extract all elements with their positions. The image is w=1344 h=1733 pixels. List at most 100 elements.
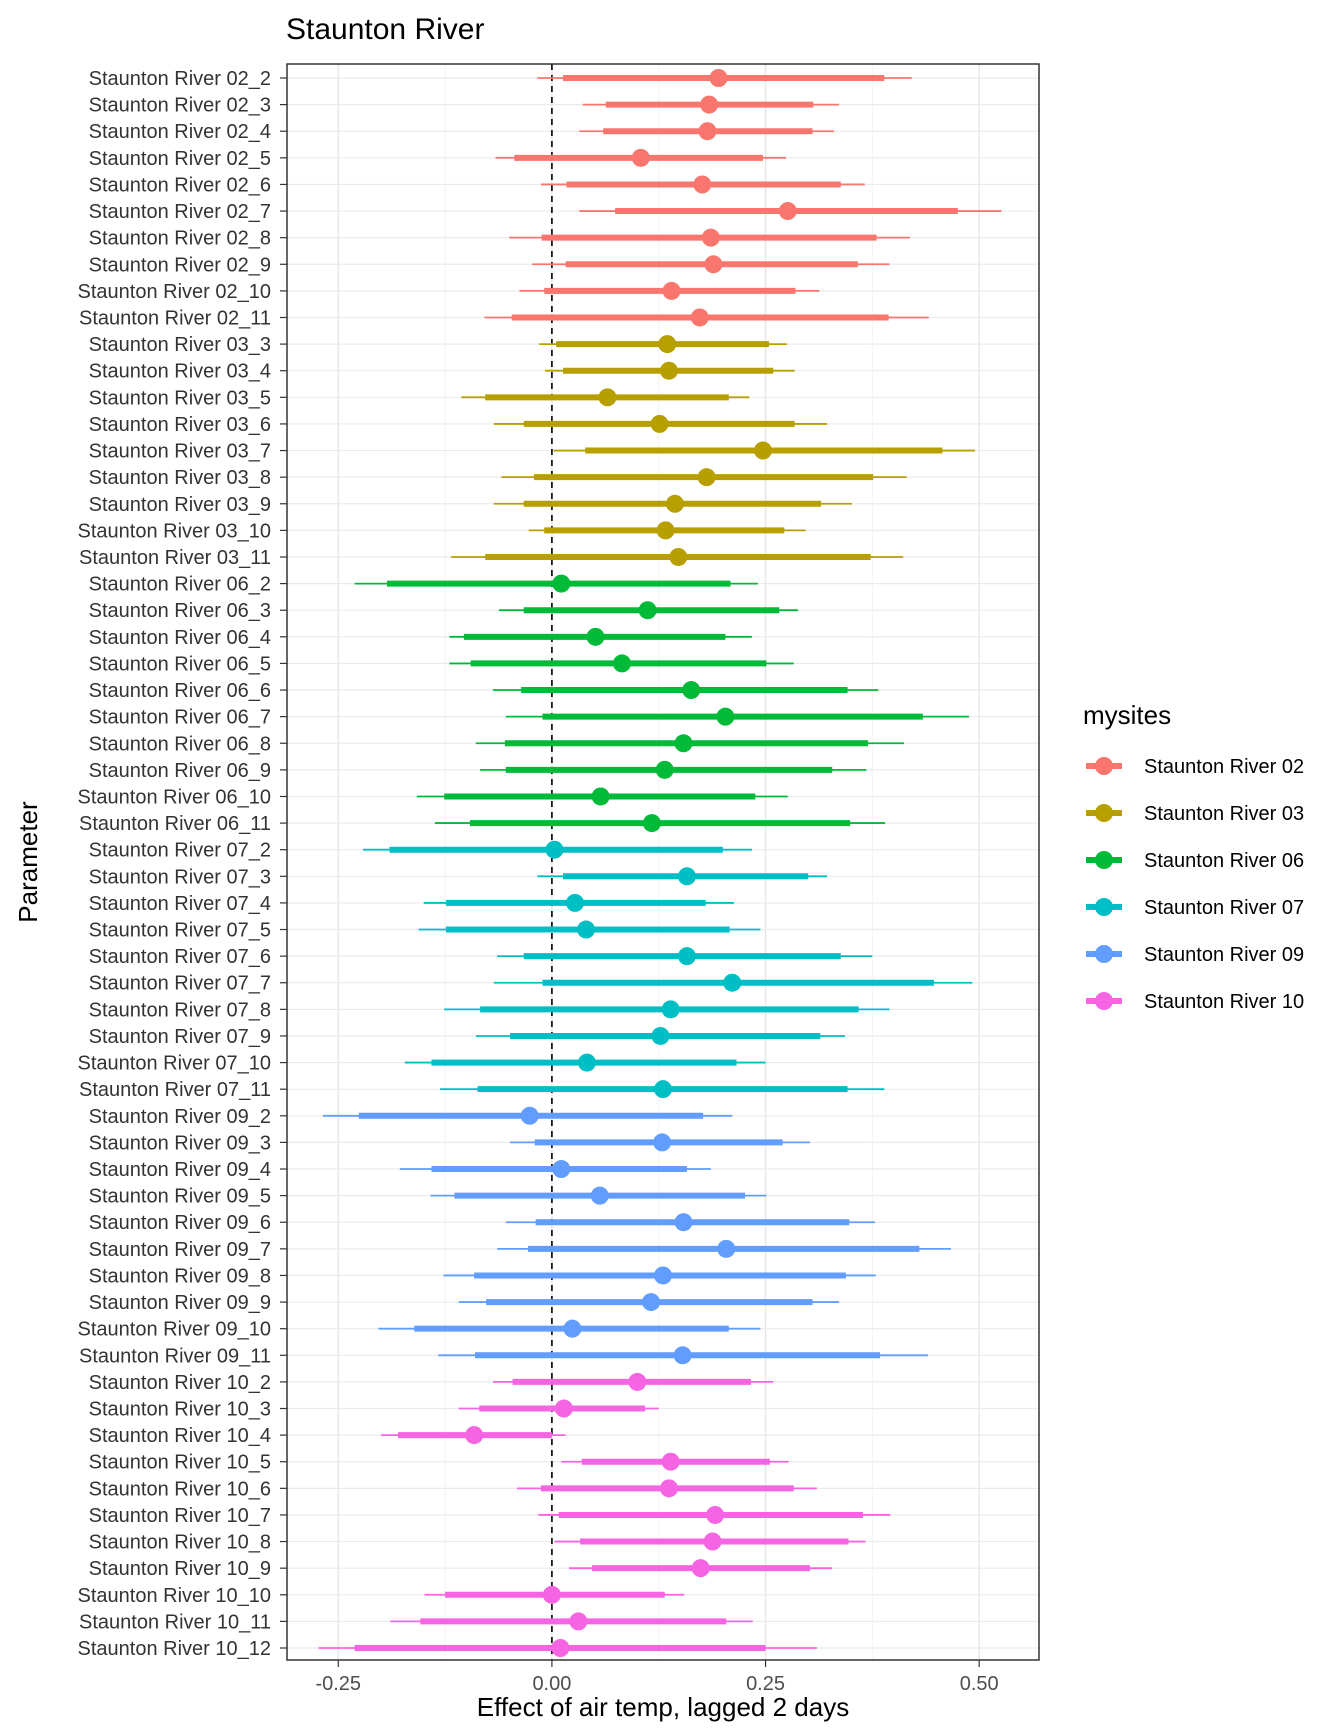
point-estimate (677, 947, 696, 966)
y-tick-label: Staunton River 06_8 (89, 733, 271, 755)
legend-item: Staunton River 06 (1086, 850, 1304, 872)
y-tick-label: Staunton River 10_3 (89, 1399, 271, 1421)
y-tick-label: Staunton River 10_10 (78, 1585, 271, 1607)
y-tick-labels: Staunton River 02_2 Staunton River 02_3 St… (78, 68, 287, 1660)
point-estimate (674, 734, 693, 753)
row-staunton-river-09_2 (322, 1106, 733, 1125)
y-tick-label: Staunton River 03_5 (89, 387, 271, 409)
row-staunton-river-10_8 (554, 1532, 866, 1551)
point-estimate (586, 627, 605, 646)
y-tick-label: Staunton River 03_9 (89, 494, 271, 516)
point-estimate (542, 1585, 561, 1604)
row-staunton-river-03_10 (528, 521, 806, 540)
row-staunton-river-03_4 (545, 361, 795, 380)
y-tick-label: Staunton River 03_4 (89, 361, 271, 383)
point-estimate (706, 1505, 725, 1524)
row-staunton-river-03_8 (501, 468, 907, 487)
point-estimate (656, 521, 675, 540)
row-staunton-river-07_6 (497, 947, 873, 966)
point-estimate (661, 1000, 680, 1019)
row-staunton-river-10_2 (492, 1372, 774, 1391)
y-tick-label: Staunton River 02_10 (78, 281, 271, 303)
y-tick-label: Staunton River 06_5 (89, 653, 271, 675)
point-estimate (682, 681, 701, 700)
row-staunton-river-10_10 (424, 1585, 685, 1604)
row-staunton-river-09_8 (443, 1266, 876, 1285)
y-tick-label: Staunton River 02_7 (89, 201, 271, 223)
point-estimate (698, 122, 717, 141)
y-tick-label: Staunton River 09_9 (89, 1292, 271, 1314)
point-estimate (691, 1559, 710, 1578)
point-estimate (552, 574, 571, 593)
point-estimate (723, 973, 742, 992)
legend-point-swatch (1095, 898, 1113, 916)
y-tick-label: Staunton River 10_7 (89, 1505, 271, 1527)
point-estimate (659, 361, 678, 380)
row-staunton-river-10_7 (538, 1505, 891, 1524)
point-estimate (590, 1186, 609, 1205)
row-staunton-river-02_7 (579, 202, 1002, 221)
point-estimate (563, 1319, 582, 1338)
y-tick-label: Staunton River 02_2 (89, 68, 271, 90)
row-staunton-river-06_2 (354, 574, 758, 593)
x-tick-label: -0.25 (315, 1673, 361, 1695)
point-estimate (677, 867, 696, 886)
y-tick-label: Staunton River 02_5 (89, 148, 271, 170)
legend: mysites Staunton River 02 Staunton River … (1083, 700, 1304, 1013)
point-estimate (658, 335, 677, 354)
y-tick-label: Staunton River 09_5 (89, 1186, 271, 1208)
legend-point-swatch (1095, 804, 1113, 822)
y-tick-label: Staunton River 02_4 (89, 121, 271, 143)
y-tick-label: Staunton River 02_3 (89, 95, 271, 117)
y-tick-label: Staunton River 09_4 (89, 1159, 271, 1181)
y-tick-label: Staunton River 07_6 (89, 946, 271, 968)
y-tick-label: Staunton River 09_2 (89, 1106, 271, 1128)
point-estimate (591, 787, 610, 806)
point-estimate (662, 281, 681, 300)
point-estimate (690, 308, 709, 327)
legend-point-swatch (1095, 757, 1113, 775)
point-estimate (642, 1293, 661, 1312)
point-estimate (753, 441, 772, 460)
point-estimate (665, 494, 684, 513)
plot-panel (287, 64, 1039, 1660)
point-estimate (654, 1080, 672, 1099)
legend-label: Staunton River 06 (1144, 850, 1304, 872)
point-estimate (703, 1532, 722, 1551)
y-tick-label: Staunton River 07_5 (89, 920, 271, 942)
row-staunton-river-07_9 (475, 1026, 846, 1045)
y-tick-label: Staunton River 03_3 (89, 334, 271, 356)
point-estimate (465, 1426, 484, 1445)
plot-border (286, 63, 1040, 1661)
row-staunton-river-07_2 (363, 840, 752, 859)
legend-label: Staunton River 07 (1144, 897, 1304, 919)
y-tick-label: Staunton River 06_6 (89, 680, 271, 702)
row-staunton-river-09_6 (505, 1213, 875, 1232)
row-staunton-river-10_3 (458, 1399, 659, 1418)
legend-point-swatch (1095, 992, 1113, 1010)
row-staunton-river-06_5 (449, 654, 794, 673)
y-tick-label: Staunton River 07_11 (79, 1079, 271, 1101)
point-estimate (552, 1160, 571, 1179)
x-tick-label: 0.00 (532, 1673, 571, 1695)
y-tick-label: Staunton River 07_9 (89, 1026, 271, 1048)
y-tick-label: Staunton River 09_10 (78, 1319, 271, 1341)
legend-title: mysites (1083, 700, 1171, 730)
legend-point-swatch (1095, 851, 1113, 869)
y-tick-label: Staunton River 06_9 (89, 760, 271, 782)
legend-item: Staunton River 03 (1086, 803, 1304, 825)
y-tick-label: Staunton River 10_9 (89, 1558, 271, 1580)
x-tick-label: 0.50 (960, 1673, 999, 1695)
point-estimate (655, 760, 674, 779)
row-staunton-river-03_3 (539, 335, 787, 354)
row-staunton-river-02_11 (484, 308, 929, 327)
point-estimate (669, 547, 688, 566)
row-staunton-river-02_2 (537, 69, 912, 87)
row-staunton-river-06_11 (434, 814, 886, 833)
row-staunton-river-06_7 (505, 707, 969, 726)
y-tick-label: Staunton River 06_3 (89, 600, 271, 622)
legend-point-swatch (1095, 945, 1113, 963)
y-tick-label: Staunton River 07_2 (89, 840, 271, 862)
row-staunton-river-02_5 (495, 148, 787, 167)
y-tick-label: Staunton River 10_8 (89, 1532, 271, 1554)
